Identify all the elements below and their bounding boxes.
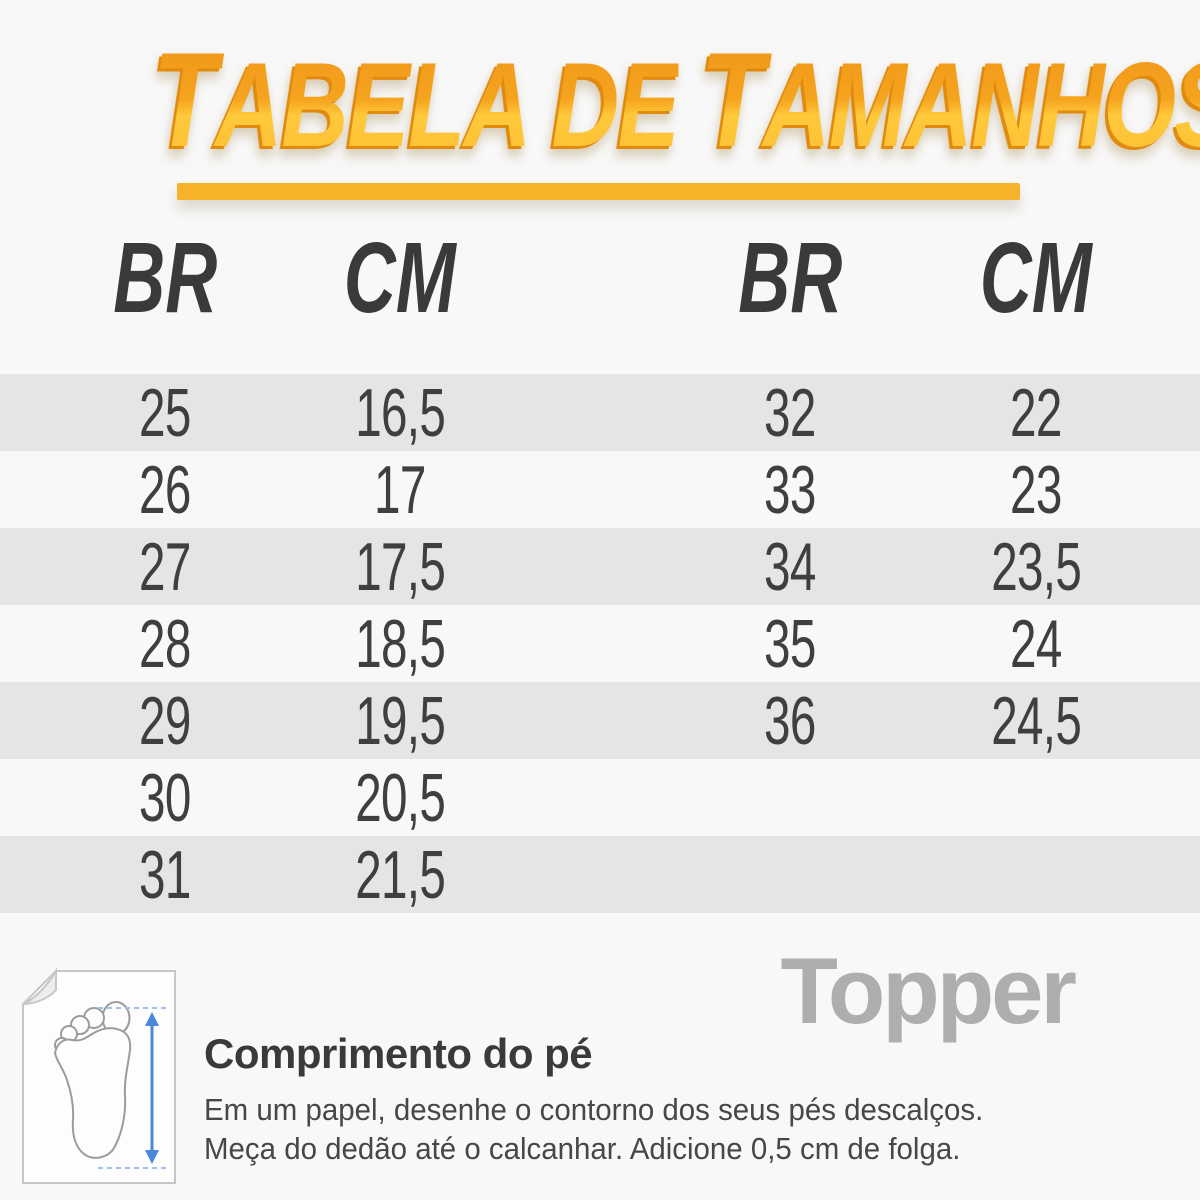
br-value: 31 — [139, 836, 191, 913]
cm-cell: 18,5 — [330, 605, 470, 682]
br-cell: 32 — [600, 374, 980, 451]
cm-value: 18,5 — [355, 605, 446, 682]
header-label-cm: CM — [344, 222, 456, 334]
br-cell: 30 — [0, 759, 330, 836]
table-header-row: BR CM BR CM — [0, 222, 1200, 334]
cm-value: 24 — [1010, 605, 1062, 682]
cm-cell: 22 — [980, 374, 1092, 451]
br-cell: 35 — [600, 605, 980, 682]
cm-value: 20,5 — [355, 759, 446, 836]
table-row: 27 17,5 34 23,5 — [0, 528, 1200, 605]
br-cell: 26 — [0, 451, 330, 528]
table-row: 29 19,5 36 24,5 — [0, 682, 1200, 759]
table-row: 28 18,5 35 24 — [0, 605, 1200, 682]
br-value: 25 — [139, 374, 191, 451]
measurement-arrow-icon — [145, 1012, 159, 1164]
header-label-br: BR — [113, 222, 217, 334]
cm-cell: 17,5 — [330, 528, 470, 605]
table-gap — [470, 230, 600, 326]
title-word-lead: T — [700, 25, 763, 175]
table-row: 25 16,5 32 22 — [0, 374, 1200, 451]
cm-cell — [980, 759, 1092, 836]
cm-value: 22 — [1010, 374, 1062, 451]
cm-value: 24,5 — [991, 682, 1082, 759]
br-value: 33 — [764, 451, 816, 528]
paper-fold-corner — [22, 968, 57, 1005]
cm-cell: 23 — [980, 451, 1092, 528]
header-label-cm: CM — [980, 222, 1092, 334]
br-cell: 25 — [0, 374, 330, 451]
table-gap — [470, 836, 600, 913]
table-gap — [470, 759, 600, 836]
br-cell: 36 — [600, 682, 980, 759]
page-title-text: TABELA DE TAMANHOS — [153, 32, 1200, 169]
title-divider — [177, 183, 1020, 200]
table-row: 30 20,5 — [0, 759, 1200, 836]
cm-cell: 23,5 — [980, 528, 1092, 605]
table-gap — [470, 451, 600, 528]
cm-cell: 21,5 — [330, 836, 470, 913]
cm-cell: 24 — [980, 605, 1092, 682]
br-cell — [600, 836, 980, 913]
header-cell-cm-right: CM — [980, 222, 1092, 334]
cm-value: 23,5 — [991, 528, 1082, 605]
cm-value: 17 — [374, 451, 426, 528]
cm-cell: 24,5 — [980, 682, 1092, 759]
cm-value: 21,5 — [355, 836, 446, 913]
foot-outline — [53, 1027, 132, 1159]
br-value: 26 — [139, 451, 191, 528]
br-cell: 28 — [0, 605, 330, 682]
title-word-tabela: TABELA — [153, 38, 530, 172]
cm-cell: 17 — [330, 451, 470, 528]
cm-value: 19,5 — [355, 682, 446, 759]
br-value: 32 — [764, 374, 816, 451]
title-word-lead: T — [152, 25, 216, 175]
title-word-rest: AMANHOS — [762, 38, 1200, 172]
title-word-de: DE — [552, 38, 679, 172]
cm-cell — [980, 836, 1092, 913]
title-word-rest: DE — [551, 38, 679, 172]
br-cell: 31 — [0, 836, 330, 913]
br-cell: 27 — [0, 528, 330, 605]
br-value: 27 — [139, 528, 191, 605]
header-cell-br-right: BR — [600, 222, 980, 334]
cm-cell: 19,5 — [330, 682, 470, 759]
header-cell-cm-left: CM — [330, 222, 470, 334]
instructions-line-1: Em um papel, desenhe o contorno dos seus… — [204, 1092, 984, 1127]
br-value: 35 — [764, 605, 816, 682]
br-cell: 33 — [600, 451, 980, 528]
br-cell: 34 — [600, 528, 980, 605]
size-table-rows: 25 16,5 32 22 26 17 33 23 27 17,5 34 23,… — [0, 374, 1200, 913]
instructions-line-2: Meça do dedão até o calcanhar. Adicione … — [204, 1131, 961, 1166]
page-title: TABELA DE TAMANHOS — [0, 32, 1200, 169]
table-gap — [470, 605, 600, 682]
br-cell: 29 — [0, 682, 330, 759]
header-cell-br-left: BR — [0, 222, 330, 334]
cm-value: 23 — [1010, 451, 1062, 528]
table-gap — [470, 682, 600, 759]
br-value: 36 — [764, 682, 816, 759]
cm-value: 16,5 — [355, 374, 446, 451]
table-row: 26 17 33 23 — [0, 451, 1200, 528]
table-gap — [470, 528, 600, 605]
br-cell — [600, 759, 980, 836]
cm-cell: 16,5 — [330, 374, 470, 451]
title-word-rest: ABELA — [215, 38, 530, 172]
br-value: 34 — [764, 528, 816, 605]
table-row: 31 21,5 — [0, 836, 1200, 913]
header-label-br: BR — [738, 222, 842, 334]
brand-logo-topper: Topper — [780, 938, 1077, 1043]
br-value: 29 — [139, 682, 191, 759]
br-value: 30 — [139, 759, 191, 836]
cm-value: 17,5 — [355, 528, 446, 605]
cm-cell: 20,5 — [330, 759, 470, 836]
instructions-heading: Comprimento do pé — [204, 1030, 593, 1077]
br-value: 28 — [139, 605, 191, 682]
foot-measurement-icon — [22, 968, 176, 1184]
table-gap — [470, 374, 600, 451]
title-word-tamanhos: TAMANHOS — [700, 38, 1200, 172]
